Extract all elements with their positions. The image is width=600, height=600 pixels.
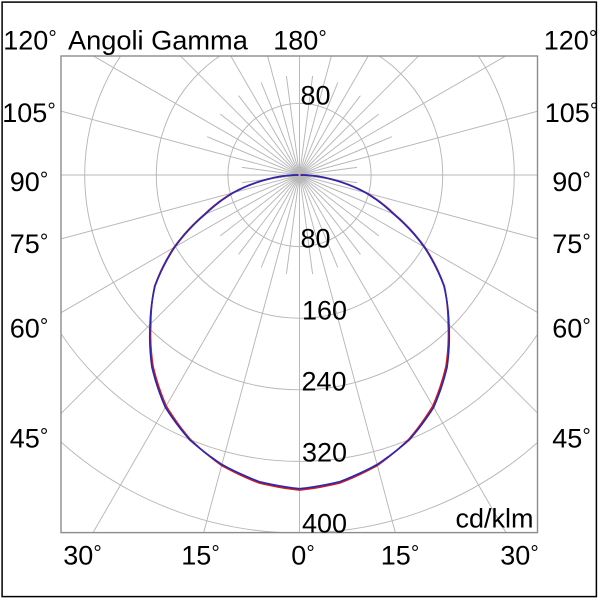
svg-text:120°: 120° bbox=[544, 26, 597, 56]
svg-text:80: 80 bbox=[301, 223, 331, 253]
svg-text:cd/klm: cd/klm bbox=[455, 504, 533, 534]
svg-text:240: 240 bbox=[302, 366, 347, 396]
svg-text:0°: 0° bbox=[291, 541, 314, 571]
svg-text:160: 160 bbox=[302, 295, 347, 325]
svg-text:120°: 120° bbox=[3, 26, 56, 56]
svg-text:320: 320 bbox=[302, 437, 347, 467]
svg-text:90°: 90° bbox=[552, 167, 590, 197]
svg-text:Angoli Gamma: Angoli Gamma bbox=[68, 25, 249, 56]
svg-text:400: 400 bbox=[302, 508, 347, 538]
svg-text:80: 80 bbox=[301, 80, 331, 110]
svg-text:60°: 60° bbox=[10, 313, 48, 343]
svg-text:105°: 105° bbox=[545, 98, 598, 128]
svg-text:105°: 105° bbox=[2, 98, 55, 128]
svg-text:180°: 180° bbox=[273, 26, 326, 56]
svg-text:15°: 15° bbox=[181, 541, 219, 571]
